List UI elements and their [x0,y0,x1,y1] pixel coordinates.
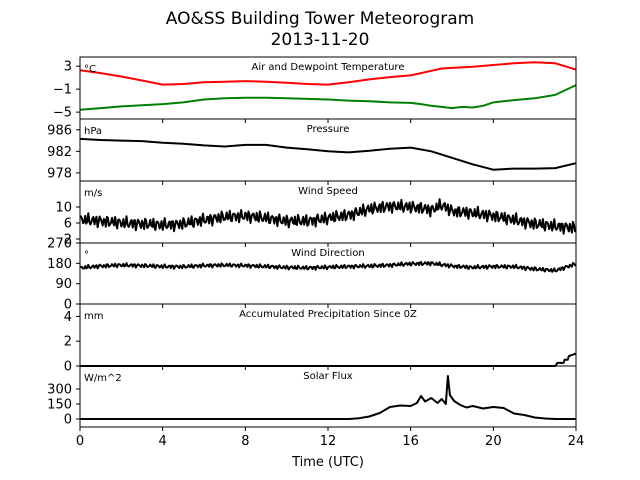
panel-3-unit: m/s [84,188,102,199]
panel-5-ytick-label: 0 [64,360,72,375]
panel-6-ytick-label: 150 [47,398,72,413]
panel-6-unit: W/m^2 [84,373,122,384]
figure-subtitle: 2013-11-20 [271,30,370,50]
panel-3-title: Wind Speed [298,186,358,197]
panel-stack: 3−1−5°C Air and Dewpoint Temperature98698… [47,56,585,449]
panel-1-ytick-label: 3 [64,60,72,75]
panel-4-unit: ° [84,250,89,261]
panel-6-ytick-label: 0 [64,413,72,428]
x-tick-label: 12 [320,434,337,449]
panel-3-series-1-line [79,198,577,235]
panel-1-series-1-line [79,61,577,86]
panel-5-unit: mm [84,311,103,322]
panel-5-ytick-label: 2 [64,335,72,350]
x-tick-label: 24 [568,434,585,449]
panel-1-ytick-label: −1 [53,83,72,98]
panel-4: 270 180 90 0 ° Wind Direction [47,237,577,313]
panel-4-ytick-label: 270 [47,237,72,252]
x-tick-label: 4 [159,434,167,449]
panel-5: 4 2 0 mm Accumulated Precipitation Since 0Z [64,303,577,375]
figure-title: AO&SS Building Tower Meteorogram [166,9,474,29]
panel-2-series-1-line [79,137,577,171]
panel-4-title: Wind Direction [291,248,365,259]
panel-1: 3 −1 −5 °C Air and Dewpoint Temperature [53,56,577,123]
panel-1-title: Air and Dewpoint Temperature [252,62,405,73]
panel-1-series-2-line [79,84,577,111]
panel-2-ytick-label: 978 [47,166,72,181]
panel-3-ytick-label: 6 [64,217,72,232]
panel-5-ytick-label: 4 [64,310,72,325]
panel-4-series-1-line [79,261,577,273]
x-tick-label: 0 [76,434,84,449]
panel-1-unit: °C [84,64,96,75]
panel-2-ytick-label: 982 [47,145,72,160]
panel-4-ytick-label: 90 [55,277,72,292]
x-tick-label: 20 [485,434,502,449]
panel-1-ytick-label: −5 [53,106,72,121]
panel-2-unit: hPa [84,126,102,137]
panel-2-title: Pressure [307,124,350,135]
panel-2-ytick-label: 986 [47,123,72,138]
panel-2: 986 982 978 hPa Pressure [47,118,577,185]
x-tick-label: 8 [241,434,249,449]
panel-5-series-1-line [80,352,577,367]
panel-6-series-1-line [80,375,576,420]
panel-5-title: Accumulated Precipitation Since 0Z [239,309,417,320]
x-axis-label: Time (UTC) [291,455,364,470]
panel-4-ytick-label: 0 [64,298,72,313]
panel-6-title: Solar Flux [303,371,353,382]
panel-4-ytick-label: 180 [47,257,72,272]
panel-6-ytick-label: 300 [47,383,72,398]
x-tick-label: 16 [402,434,419,449]
panel-3-ytick-label: 10 [55,201,72,216]
panel-3-ytick-label: 2 [64,233,72,248]
